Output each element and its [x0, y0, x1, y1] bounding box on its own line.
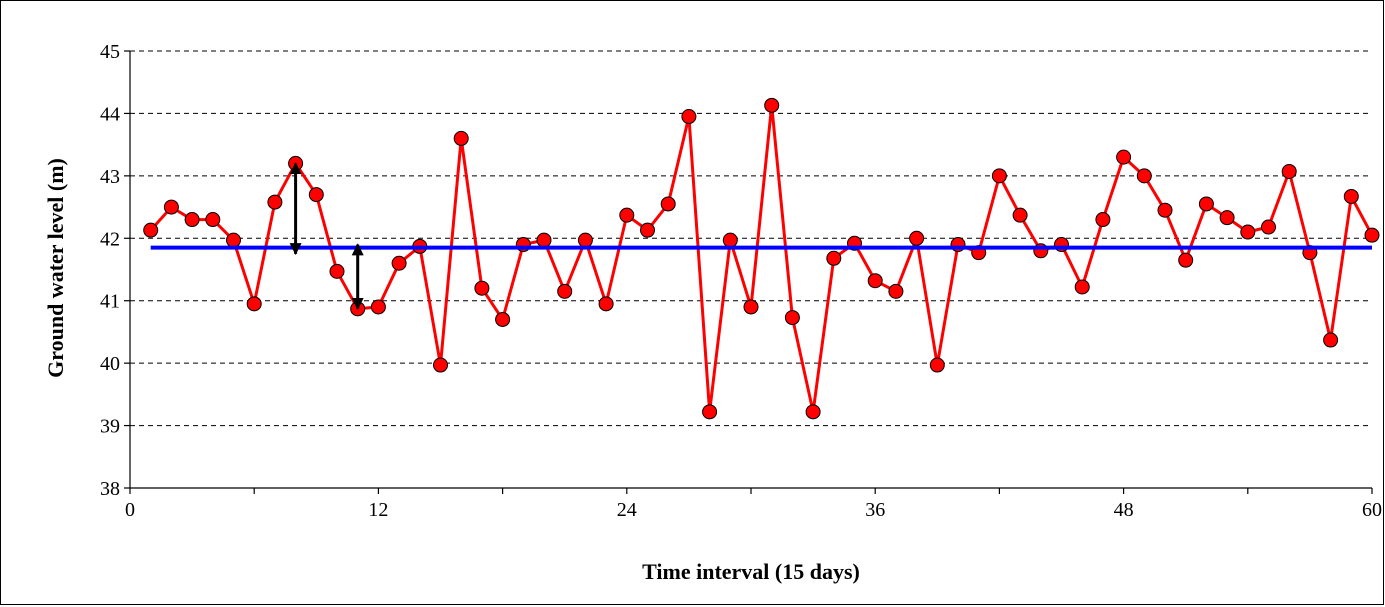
- data-point: [1261, 219, 1276, 235]
- data-point: [1343, 188, 1359, 204]
- data-point: [784, 310, 800, 326]
- data-point: [143, 222, 159, 238]
- x-tick-label-12: 12: [368, 499, 388, 521]
- y-axis-title: Ground water level (m): [43, 158, 68, 378]
- y-tick-label-44: 44: [100, 103, 120, 125]
- data-point: [246, 296, 262, 312]
- y-tick-label-38: 38: [100, 478, 120, 500]
- data-point: [1136, 168, 1152, 184]
- data-point: [1116, 149, 1132, 165]
- data-point: [991, 168, 1007, 184]
- axes: [124, 50, 1373, 494]
- x-tick-label-24: 24: [617, 499, 637, 521]
- x-tick-label-48: 48: [1114, 499, 1134, 521]
- data-point: [370, 299, 386, 315]
- data-point: [1178, 252, 1194, 268]
- tick-labels: 38 39 40 41 42 43 44 45 0 12 24 36 48 60: [100, 41, 1382, 521]
- data-point: [888, 283, 904, 299]
- data-point: [1198, 196, 1214, 212]
- y-tick-label-41: 41: [100, 291, 120, 313]
- data-point: [722, 232, 738, 248]
- data-point: [826, 250, 842, 266]
- series-layer: [143, 97, 1380, 420]
- x-tick-label-60: 60: [1362, 499, 1382, 521]
- data-point: [640, 222, 655, 238]
- data-point: [929, 357, 945, 373]
- data-point: [577, 232, 593, 248]
- data-point: [1323, 332, 1339, 348]
- data-point: [867, 273, 883, 289]
- data-point: [536, 232, 552, 248]
- data-point: [805, 404, 821, 420]
- y-tick-label-42: 42: [100, 228, 120, 250]
- data-point: [743, 299, 759, 315]
- data-point: [619, 207, 635, 223]
- data-point: [226, 232, 241, 248]
- x-axis-title: Time interval (15 days): [642, 559, 860, 584]
- data-point: [391, 255, 407, 271]
- y-tick-label-43: 43: [100, 166, 120, 188]
- data-point: [557, 283, 573, 299]
- data-point: [205, 212, 221, 228]
- data-point: [702, 404, 718, 420]
- y-tick-label-45: 45: [100, 41, 120, 63]
- data-point: [308, 187, 324, 203]
- data-point: [1074, 279, 1090, 295]
- data-point: [433, 357, 448, 373]
- data-point: [1012, 207, 1028, 223]
- data-point: [660, 196, 676, 212]
- y-tick-label-39: 39: [100, 416, 120, 438]
- data-point: [598, 296, 614, 312]
- data-point: [1240, 224, 1256, 240]
- data-point: [1281, 163, 1297, 179]
- data-point: [267, 194, 283, 210]
- annotation-layer: [289, 162, 364, 311]
- data-point: [329, 263, 345, 279]
- data-point: [163, 199, 179, 215]
- data-point: [1219, 210, 1235, 226]
- data-point: [474, 280, 490, 296]
- x-tick-label-36: 36: [865, 499, 885, 521]
- data-point: [764, 97, 780, 113]
- data-point: [1095, 212, 1111, 228]
- data-point: [909, 230, 925, 246]
- data-point: [184, 212, 200, 228]
- data-point: [453, 130, 469, 146]
- grid-lines: [130, 50, 1372, 427]
- y-tick-label-40: 40: [100, 353, 120, 375]
- data-point: [681, 109, 697, 125]
- data-point: [495, 311, 511, 327]
- data-point: [1157, 202, 1173, 218]
- x-tick-label-0: 0: [125, 499, 135, 521]
- data-point: [1364, 227, 1380, 243]
